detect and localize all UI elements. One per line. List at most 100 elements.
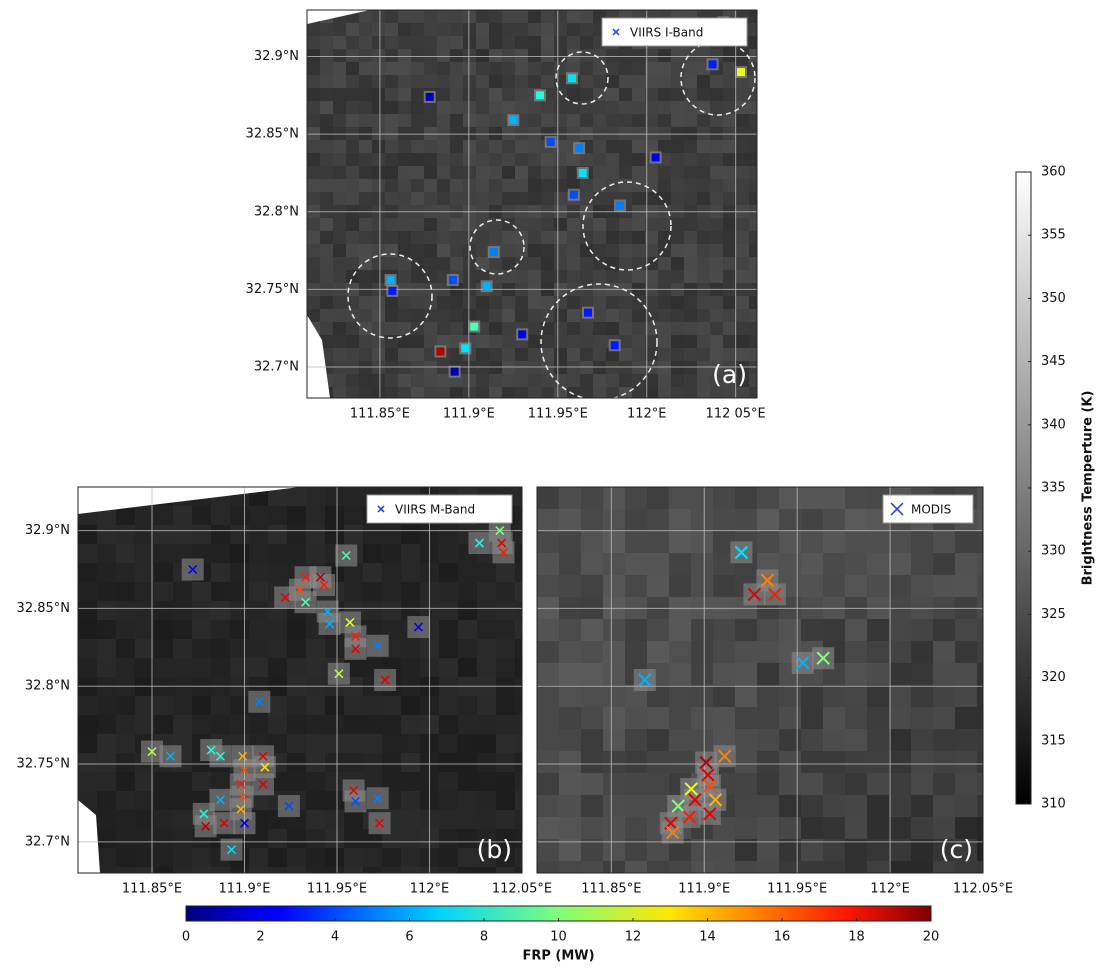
bg-pixel <box>268 848 288 868</box>
bg-pixel <box>559 839 582 862</box>
bg-pixel <box>476 296 490 310</box>
bg-pixel <box>320 179 334 193</box>
bg-pixel <box>372 309 386 323</box>
bg-pixel <box>154 696 174 716</box>
bg-pixel <box>372 192 386 206</box>
bg-pixel <box>359 23 373 37</box>
colorbar-tick-label: 345 <box>1041 354 1066 369</box>
bg-pixel <box>359 361 373 375</box>
bg-pixel <box>306 696 326 716</box>
bg-pixel <box>463 374 477 388</box>
y-tick-label: 32.7°N <box>254 359 299 374</box>
bg-pixel <box>333 335 347 349</box>
bg-pixel <box>723 270 737 284</box>
bg-pixel <box>977 795 1000 818</box>
bg-pixel <box>173 810 193 830</box>
bg-pixel <box>554 153 568 167</box>
bg-pixel <box>401 563 421 583</box>
bg-pixel <box>458 810 478 830</box>
bg-pixel <box>580 75 594 89</box>
bg-pixel <box>647 531 670 554</box>
bg-pixel <box>632 88 646 102</box>
bg-pixel <box>528 49 542 63</box>
bg-pixel <box>382 867 402 887</box>
bg-pixel <box>344 506 364 526</box>
bg-pixel <box>593 153 607 167</box>
bg-pixel <box>502 257 516 271</box>
bg-pixel <box>977 817 1000 840</box>
bg-pixel <box>625 729 648 752</box>
colorbar-tick-label: 360 <box>1041 165 1066 180</box>
bg-pixel <box>97 867 117 887</box>
bg-pixel <box>528 270 542 284</box>
bg-pixel <box>779 685 802 708</box>
bg-pixel <box>515 658 535 678</box>
bg-pixel <box>211 639 231 659</box>
bg-pixel <box>450 114 464 128</box>
bg-pixel <box>515 582 535 602</box>
bg-pixel <box>320 283 334 297</box>
bg-pixel <box>691 729 714 752</box>
bg-pixel <box>603 663 626 686</box>
bg-pixel <box>911 707 934 730</box>
bg-pixel <box>398 10 412 24</box>
bg-pixel <box>476 218 490 232</box>
bg-pixel <box>401 753 421 773</box>
bg-pixel <box>801 817 824 840</box>
bg-pixel <box>567 10 581 24</box>
bg-pixel <box>619 88 633 102</box>
bg-pixel <box>723 75 737 89</box>
bg-pixel <box>684 270 698 284</box>
bg-pixel <box>559 619 582 642</box>
bg-pixel <box>268 525 288 545</box>
bg-pixel <box>779 795 802 818</box>
bg-pixel <box>78 582 98 602</box>
bg-pixel <box>684 322 698 336</box>
fire-detection <box>483 282 491 290</box>
bg-pixel <box>489 322 503 336</box>
bg-pixel <box>502 361 516 375</box>
bg-pixel <box>458 829 478 849</box>
bg-pixel <box>647 773 670 796</box>
bg-pixel <box>476 62 490 76</box>
bg-pixel <box>710 270 724 284</box>
bg-pixel <box>671 244 685 258</box>
bg-pixel <box>713 663 736 686</box>
bg-pixel <box>671 192 685 206</box>
bg-pixel <box>496 582 516 602</box>
bg-pixel <box>489 335 503 349</box>
bg-pixel <box>346 244 360 258</box>
bg-pixel <box>307 218 321 232</box>
bg-pixel <box>515 848 535 868</box>
bg-pixel <box>249 563 269 583</box>
bg-pixel <box>325 791 345 811</box>
bg-pixel <box>580 10 594 24</box>
bg-pixel <box>779 487 802 510</box>
bg-pixel <box>757 729 780 752</box>
bg-pixel <box>97 639 117 659</box>
colorbar-tick-label: 335 <box>1041 481 1066 496</box>
bg-pixel <box>437 218 451 232</box>
bg-pixel <box>116 772 136 792</box>
bg-pixel <box>97 677 117 697</box>
bg-pixel <box>154 544 174 564</box>
bg-pixel <box>372 231 386 245</box>
bg-pixel <box>684 244 698 258</box>
bg-pixel <box>320 88 334 102</box>
bg-pixel <box>424 36 438 50</box>
bg-pixel <box>528 244 542 258</box>
bg-pixel <box>845 663 868 686</box>
bg-pixel <box>537 839 560 862</box>
bg-pixel <box>307 75 321 89</box>
bg-pixel <box>116 544 136 564</box>
bg-pixel <box>249 506 269 526</box>
bg-pixel <box>779 773 802 796</box>
bg-pixel <box>593 296 607 310</box>
bg-pixel <box>603 575 626 598</box>
bg-pixel <box>801 773 824 796</box>
bg-pixel <box>463 10 477 24</box>
bg-pixel <box>977 575 1000 598</box>
bg-pixel <box>116 620 136 640</box>
bg-pixel <box>554 192 568 206</box>
bg-pixel <box>528 23 542 37</box>
